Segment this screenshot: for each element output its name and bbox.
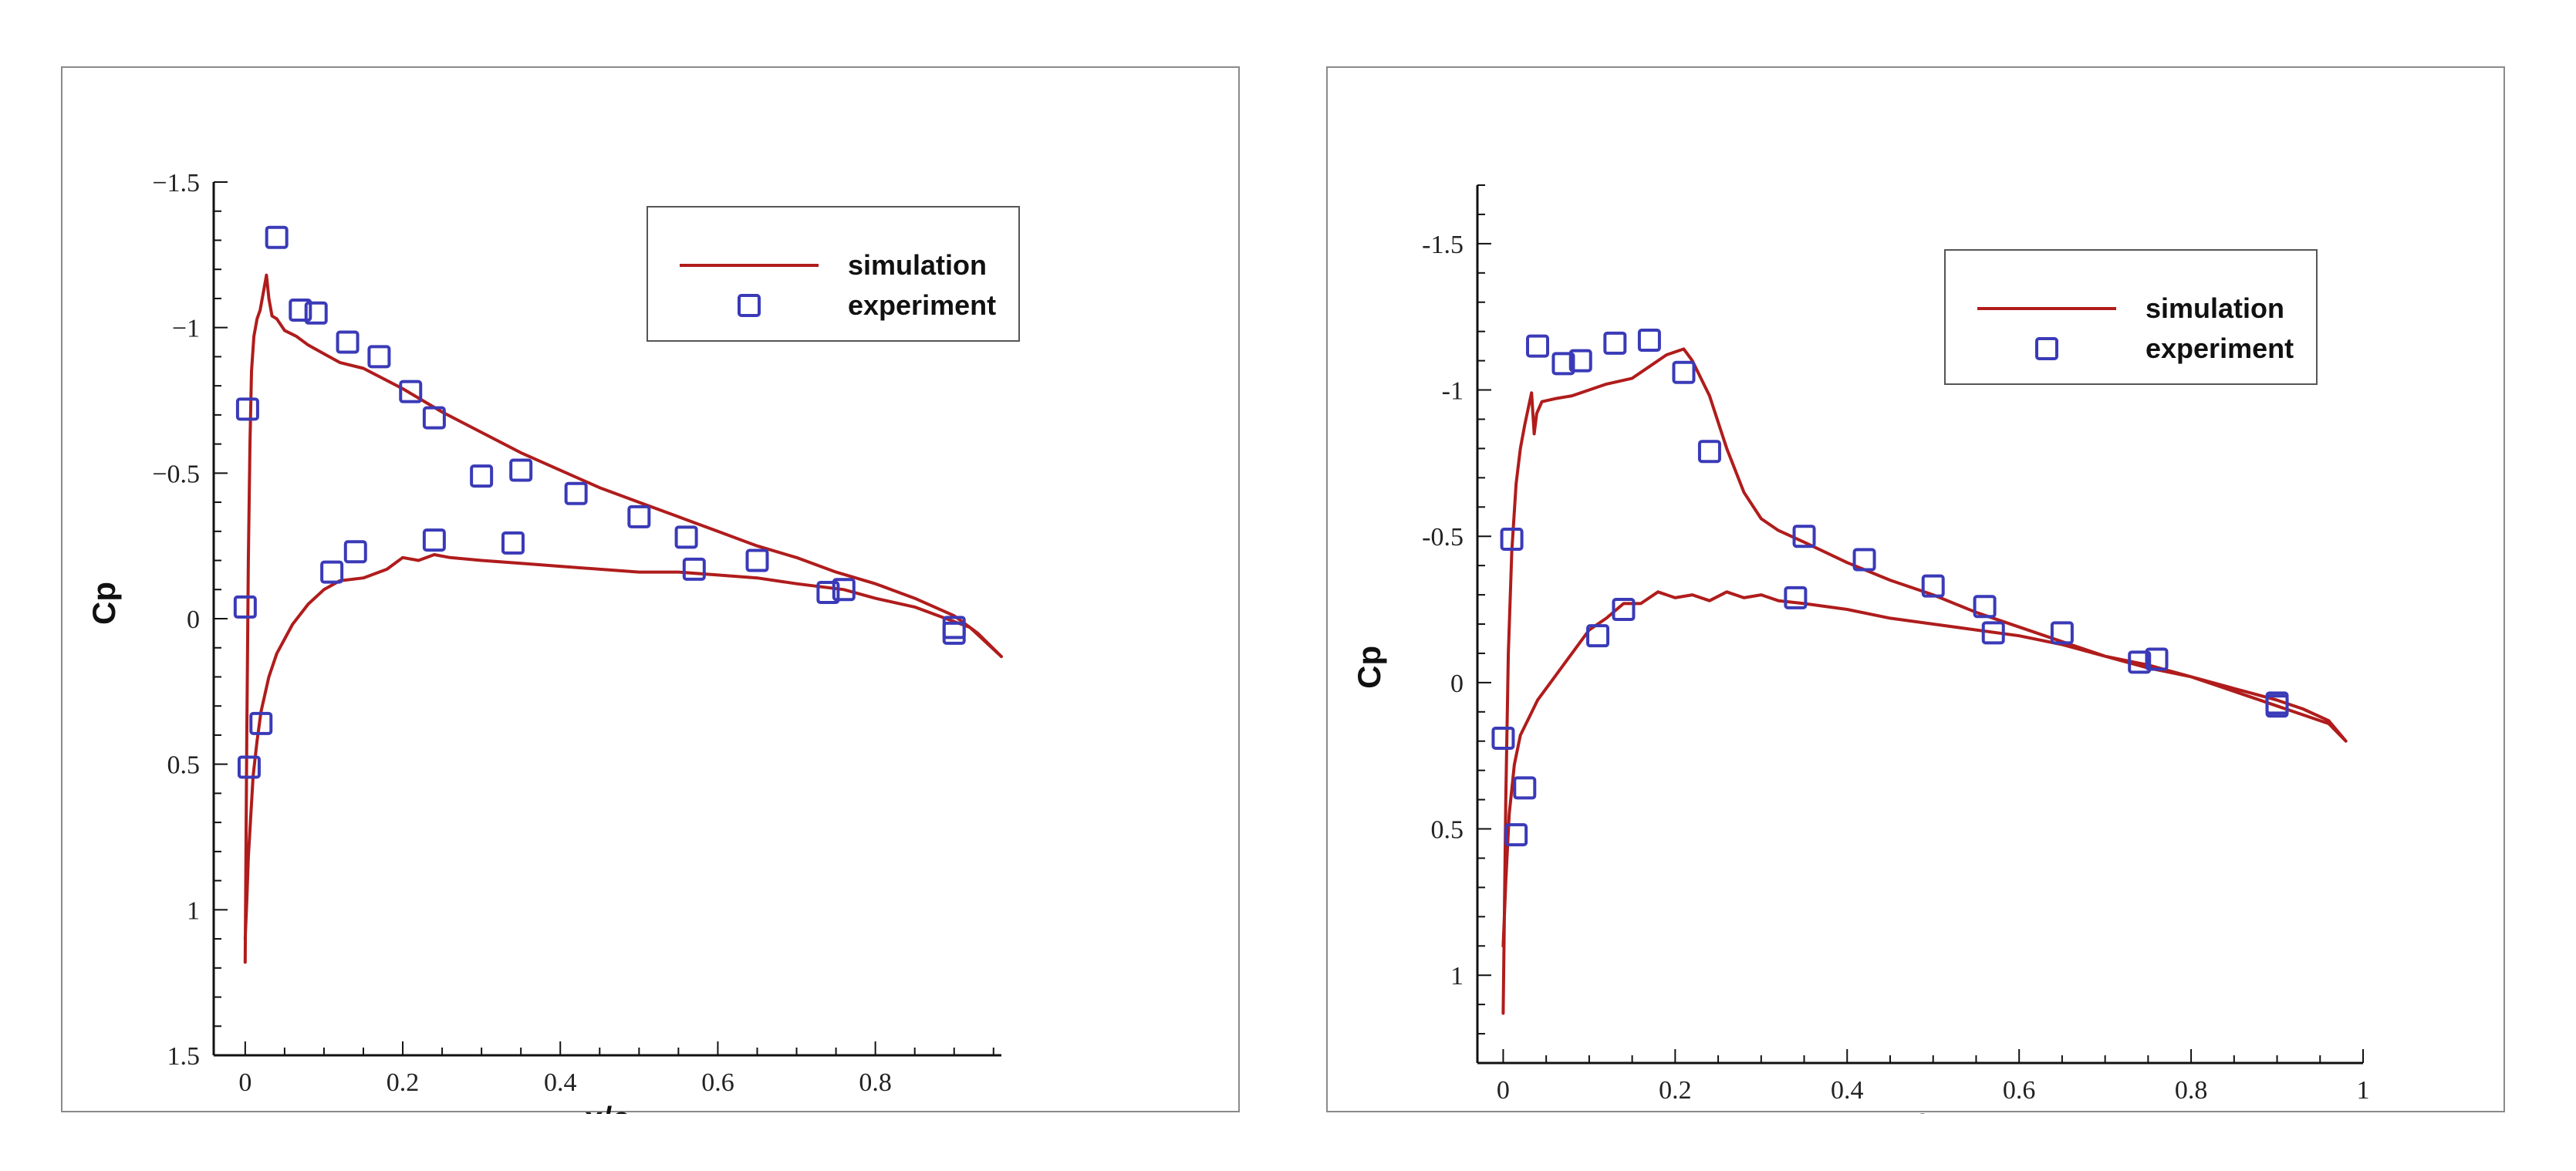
right-y-tick-label: -1.5 <box>1422 231 1464 259</box>
left-experiment-marker <box>237 755 261 779</box>
right-experiment-marker <box>1697 440 1721 464</box>
right-experiment-marker <box>2145 647 2169 671</box>
right-experiment-marker <box>1526 334 1550 358</box>
right-experiment-marker <box>1921 574 1945 598</box>
left-simulation-line <box>243 273 1003 964</box>
chart-right-svg: -1.5 -1 -0.5 0 0.5 1 0 0.2 0.4 0.6 0.8 1 x/c Cp simula… <box>1351 184 2370 1114</box>
right-experiment-marker <box>1513 776 1537 800</box>
left-experiment-marker <box>304 301 328 325</box>
right-experiment-marker <box>1792 525 1816 548</box>
left-x-tick-label: 0.6 <box>701 1068 734 1097</box>
left-experiment-marker <box>235 397 259 421</box>
left-legend-box <box>647 206 1020 342</box>
left-y-tick-label: −1 <box>172 315 200 343</box>
right-legend-box <box>1944 249 2318 385</box>
left-experiment-marker <box>745 548 769 572</box>
left-legend-label-experiment: experiment <box>848 289 996 321</box>
left-experiment-marker <box>682 557 706 581</box>
left-x-tick-label: 0.4 <box>544 1068 577 1097</box>
left-x-tick-label: 0.8 <box>859 1068 892 1097</box>
left-experiment-marker <box>343 540 367 564</box>
left-y-tick-label: 0 <box>187 606 200 634</box>
right-legend-label-experiment: experiment <box>2146 332 2294 364</box>
left-y-tick-label: 0.5 <box>167 751 201 780</box>
chart-panel-right: -1.5 -1 -0.5 0 0.5 1 0 0.2 0.4 0.6 0.8 1 x/c Cp simula… <box>1326 66 2505 1114</box>
left-experiment-marker <box>422 406 446 430</box>
left-x-tick-label: 0 <box>238 1068 252 1097</box>
left-y-tick-label: −0.5 <box>152 460 200 488</box>
left-experiment-marker <box>422 528 446 552</box>
right-y-axis-title: Cp <box>1351 646 1387 689</box>
right-experiment-marker <box>2050 621 2074 645</box>
right-simulation-line <box>1501 347 2348 1015</box>
right-experiment-marker <box>1551 352 1575 376</box>
right-experiment-marker <box>1586 624 1610 648</box>
right-y-tick-label: 0 <box>1450 670 1464 698</box>
right-y-tick-label: -1 <box>1442 377 1464 406</box>
right-experiment-marker <box>1603 331 1627 355</box>
left-x-axis-title: x/c <box>585 1100 630 1114</box>
right-x-tick-label: 0.8 <box>2175 1076 2208 1105</box>
right-experiment-marker <box>1612 598 1636 622</box>
right-experiment-marker <box>1504 823 1528 847</box>
right-x-tick-label: 0 <box>1497 1076 1510 1105</box>
right-y-tick-label: 1 <box>1450 962 1464 990</box>
right-legend: simulation experiment <box>1944 249 2318 385</box>
left-experiment-marker <box>627 505 651 528</box>
left-y-axis-title: Cp <box>86 582 122 625</box>
left-experiment-marker <box>249 711 273 735</box>
right-legend-marker-swatch <box>2035 337 2058 360</box>
right-experiment-marker <box>1637 329 1661 353</box>
left-experiment-marker <box>509 458 533 482</box>
right-x-tick-label: 0.4 <box>1831 1076 1864 1105</box>
left-x-tick-label: 0.2 <box>387 1068 420 1097</box>
left-experiment-marker <box>289 299 312 322</box>
left-experiment-marker <box>265 225 289 249</box>
left-experiment-marker <box>470 464 494 488</box>
left-experiment-marker <box>233 595 257 619</box>
right-x-axis-title: x/c <box>1898 1108 1943 1114</box>
right-experiment-marker <box>1852 548 1876 572</box>
left-y-tick-label: 1.5 <box>167 1042 201 1071</box>
left-experiment-marker <box>816 581 840 605</box>
left-experiment-marker <box>399 380 423 403</box>
left-experiment-marker <box>367 345 391 369</box>
left-experiment-marker <box>336 330 360 354</box>
chart-left-svg: −1.5 −1 −0.5 0 0.5 1 1.5 0 0.2 0.4 0.6 0.8 x/c Cp simu… <box>86 169 1020 1114</box>
left-experiment-marker <box>942 621 966 645</box>
right-y-tick-label: 0.5 <box>1431 816 1464 845</box>
right-x-tick-label: 0.2 <box>1659 1076 1692 1105</box>
right-experiment-marker <box>1672 360 1696 384</box>
left-y-tick-label: −1.5 <box>152 169 200 197</box>
left-experiment-marker <box>674 525 698 549</box>
chart-panel-left: −1.5 −1 −0.5 0 0.5 1 1.5 0 0.2 0.4 0.6 0.8 x/c Cp simu… <box>61 66 1240 1114</box>
left-legend-label-simulation: simulation <box>848 249 987 281</box>
right-x-tick-label: 0.6 <box>2003 1076 2036 1105</box>
right-experiment-marker <box>2128 650 2152 674</box>
right-y-tick-label: -0.5 <box>1422 523 1464 552</box>
right-legend-label-simulation: simulation <box>2146 292 2284 324</box>
left-experiment-marker <box>320 560 344 584</box>
right-experiment-marker <box>1973 595 1997 619</box>
left-experiment-marker <box>564 481 588 505</box>
right-experiment-marker <box>1491 726 1515 750</box>
left-y-tick-label: 1 <box>187 896 200 925</box>
right-experiment-marker <box>1568 349 1592 373</box>
left-legend: simulation experiment <box>647 206 1020 342</box>
left-legend-marker-swatch <box>738 294 761 317</box>
right-x-tick-label: 1 <box>2357 1076 2370 1105</box>
right-experiment-marker <box>2265 694 2289 718</box>
left-experiment-marker <box>832 578 856 602</box>
right-experiment-marker <box>1784 586 1808 609</box>
right-experiment-marker <box>1500 527 1524 551</box>
left-experiment-marker <box>501 531 525 555</box>
right-experiment-marker <box>1981 621 2005 645</box>
